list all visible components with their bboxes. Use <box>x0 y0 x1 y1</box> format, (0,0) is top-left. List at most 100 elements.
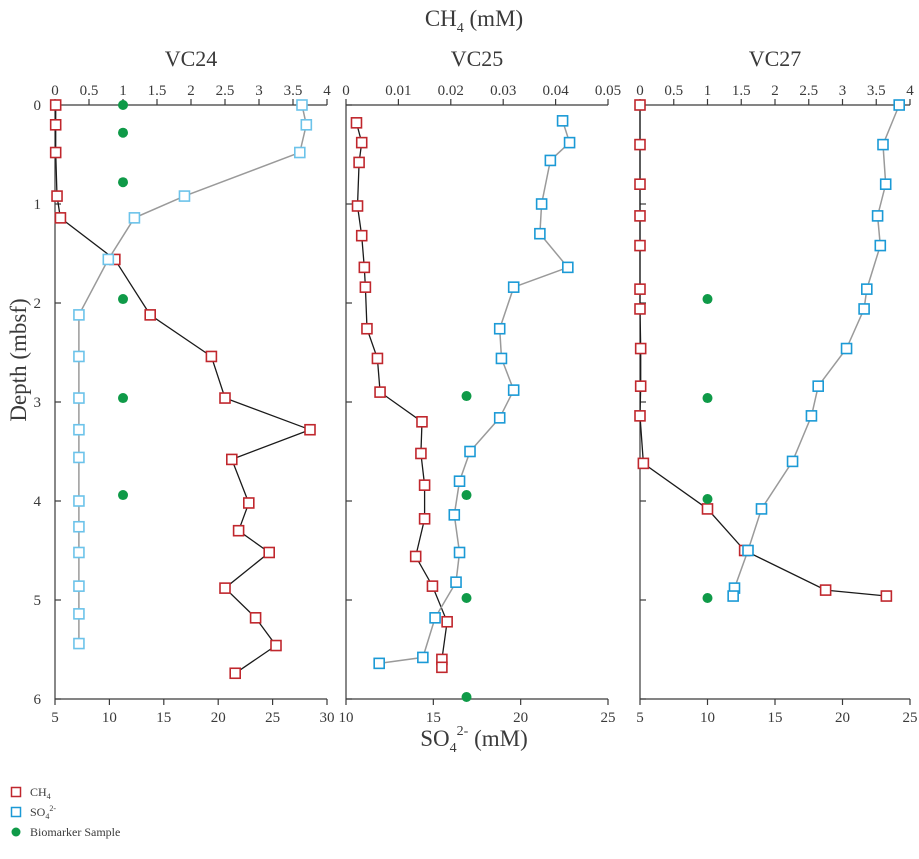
biomarker-point <box>118 294 128 305</box>
ch4-tick-label: 1.5 <box>148 83 167 99</box>
ch4-point <box>350 117 363 129</box>
biomarker-point <box>118 100 128 110</box>
ch4-point <box>249 612 262 624</box>
biomarker-point <box>702 393 713 404</box>
so4-tick-label: 15 <box>768 710 783 726</box>
panel-vc25: VC25 0 0.01 0.02 0.03 0.04 0.05 10 15 20 25 <box>339 46 622 726</box>
so4-line <box>78 104 308 644</box>
ch4-point <box>351 200 364 212</box>
so4-tick-label: 10 <box>700 710 715 726</box>
ch4-tick-label: 1.5 <box>732 83 751 99</box>
so4-point <box>73 350 85 363</box>
biomarker-point <box>461 391 472 402</box>
so4-point <box>812 380 825 392</box>
ch4-point <box>219 582 231 594</box>
ch4-point <box>634 283 646 295</box>
ch4-point <box>263 546 276 559</box>
ch4-point <box>374 386 386 398</box>
ch4-tick-label: 3.5 <box>867 83 886 99</box>
so4-point <box>563 136 576 149</box>
ch4-point <box>634 380 647 392</box>
ch4-tick-label: 4 <box>906 83 914 99</box>
depth-tick-label: 3 <box>34 395 42 411</box>
so4-point <box>727 590 739 602</box>
depth-tick-label: 0 <box>34 98 42 114</box>
so4-point <box>535 198 548 210</box>
ch4-tick-label: 2 <box>187 83 195 99</box>
ch4-point <box>205 350 218 363</box>
y-axis-title: Depth (mbsf) <box>6 298 31 421</box>
panel-title: VC24 <box>165 46 218 71</box>
biomarker-point <box>461 490 472 501</box>
biomarker-point <box>702 593 713 604</box>
so4-point <box>300 119 313 131</box>
ch4-point <box>270 639 282 652</box>
legend-bio-label: Biomarker Sample <box>30 825 120 839</box>
ch4-point <box>441 615 453 628</box>
ch4-point <box>304 423 316 436</box>
so4-point <box>507 281 520 293</box>
ch4-point <box>54 212 67 224</box>
so4-point <box>128 212 141 224</box>
biomarker-point <box>118 393 128 404</box>
so4-point <box>73 309 85 321</box>
ch4-tick-label: 0.01 <box>385 83 411 99</box>
so4-tick-label: 30 <box>320 710 335 726</box>
legend-ch4-label: CH4 <box>30 785 51 801</box>
ch4-point <box>634 239 646 252</box>
so4-tick-label: 20 <box>513 710 528 726</box>
so4-point <box>805 410 818 422</box>
ch4-tick-label: 2.5 <box>216 83 235 99</box>
depth-tick-label: 4 <box>34 494 42 510</box>
ch4-tick-label: 0 <box>342 83 350 99</box>
biomarker-point <box>702 494 713 505</box>
ch4-point <box>49 119 62 131</box>
so4-tick-label: 5 <box>51 710 59 726</box>
so4-tick-label: 25 <box>903 710 918 726</box>
so4-point <box>840 342 853 355</box>
so4-point <box>73 580 85 592</box>
ch4-tick-label: 0 <box>51 83 59 99</box>
ch4-point <box>353 156 365 169</box>
ch4-tick-label: 2 <box>771 83 779 99</box>
so4-point <box>871 210 884 222</box>
ch4-point <box>436 661 448 674</box>
legend-so4-label: SO42- <box>30 804 56 821</box>
so4-point <box>495 352 508 365</box>
biomarker-point <box>118 490 128 501</box>
ch4-point <box>49 99 62 111</box>
ch4-point <box>634 342 647 355</box>
so4-point <box>73 520 85 533</box>
so4-tick-label: 25 <box>601 710 616 726</box>
biomarker-point <box>118 127 128 138</box>
ch4-point <box>634 210 646 222</box>
ch4-point <box>49 146 62 159</box>
ch4-tick-label: 1 <box>704 83 712 99</box>
ch4-point <box>415 447 427 460</box>
biomarker-point <box>461 692 472 703</box>
so4-point <box>73 495 85 507</box>
ch4-point <box>819 584 832 596</box>
legend-so4-marker <box>10 806 22 818</box>
so4-point <box>453 546 466 559</box>
biomarker-point <box>702 294 713 305</box>
so4-point <box>556 115 569 127</box>
ch4-tick-label: 0.5 <box>80 83 99 99</box>
so4-point <box>73 423 85 436</box>
so4-tick-label: 10 <box>102 710 117 726</box>
ch4-point <box>409 550 422 563</box>
legend: CH4 SO42- Biomarker Sample <box>10 785 120 839</box>
depth-tick-label: 6 <box>34 692 42 708</box>
so4-point <box>742 544 754 557</box>
ch4-line <box>55 105 312 674</box>
panel-vc27: VC27 0 0.5 1 1.5 2 2.5 3 3.5 4 5 10 15 20 25 <box>634 46 918 726</box>
so4-point <box>73 637 85 650</box>
ch4-point <box>144 309 156 321</box>
so4-tick-label: 15 <box>426 710 441 726</box>
ch4-point <box>416 415 428 428</box>
so4-line <box>732 104 900 597</box>
biomarker-point <box>118 177 128 188</box>
ch4-point <box>634 303 646 315</box>
